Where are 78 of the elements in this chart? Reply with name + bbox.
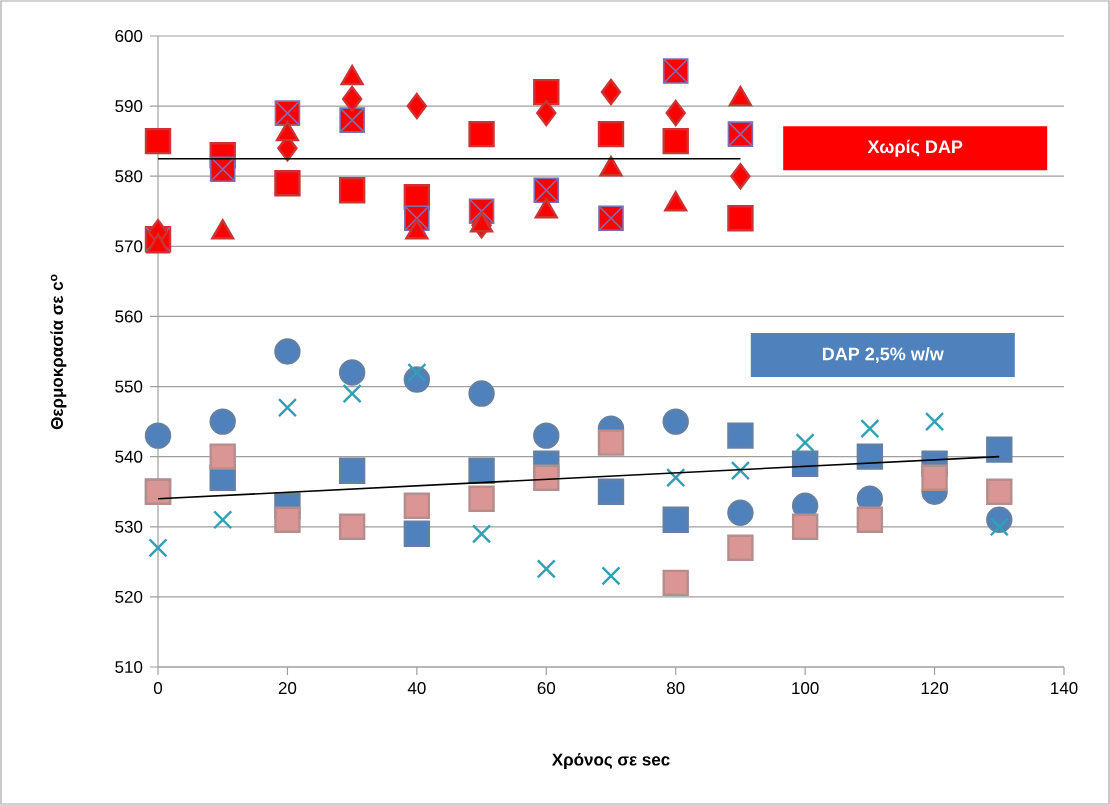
y-tick-label: 590 — [115, 100, 143, 113]
annotation: DAP 2,5% w/w — [822, 347, 944, 363]
point — [856, 443, 884, 470]
point — [727, 205, 754, 232]
point — [468, 485, 495, 512]
x-tick-label: 20 — [278, 682, 297, 695]
point — [342, 383, 362, 404]
x-axis-title: Χρόνος σε sec — [551, 752, 670, 769]
point — [213, 510, 233, 530]
point — [662, 569, 689, 597]
x-tick-label: 40 — [407, 682, 426, 695]
y-tick-label: 520 — [115, 590, 143, 603]
point — [791, 513, 819, 540]
point — [274, 506, 301, 533]
point — [468, 457, 495, 484]
x-tick-label: 80 — [667, 682, 685, 695]
point — [727, 422, 754, 449]
point — [468, 120, 495, 148]
point — [209, 443, 236, 470]
point — [791, 450, 819, 477]
point — [148, 538, 168, 558]
x-tick-label: 0 — [153, 682, 163, 695]
y-tick-label: 510 — [115, 661, 143, 674]
point — [277, 397, 298, 418]
x-tick-label: 140 — [1051, 682, 1078, 695]
point — [727, 499, 754, 526]
x-tick-label: 100 — [792, 682, 819, 695]
point — [597, 429, 625, 456]
point — [403, 520, 431, 547]
point — [468, 380, 495, 407]
point — [601, 566, 621, 586]
point — [730, 461, 751, 481]
point — [338, 457, 366, 484]
x-tick-label: 120 — [921, 682, 949, 695]
point — [662, 408, 689, 435]
point — [856, 506, 884, 533]
point — [662, 506, 689, 533]
point — [986, 436, 1013, 463]
point — [341, 85, 363, 113]
point — [597, 120, 625, 148]
point — [597, 478, 625, 505]
y-tick-label: 580 — [115, 170, 143, 183]
y-tick-label: 560 — [115, 310, 143, 323]
point — [144, 127, 172, 155]
point — [533, 78, 560, 106]
annotation: Χωρίς DAP — [867, 139, 963, 157]
y-tick-label: 600 — [115, 30, 143, 43]
point — [921, 464, 948, 491]
point — [536, 559, 556, 579]
point — [533, 464, 560, 491]
point — [924, 411, 945, 432]
x-tick-label: 60 — [537, 682, 556, 695]
point — [338, 359, 366, 386]
y-tick-label: 570 — [115, 240, 143, 253]
point — [403, 492, 431, 519]
point — [274, 170, 301, 197]
y-tick-label: 540 — [115, 450, 143, 463]
point — [666, 468, 686, 488]
y-tick-label: 550 — [115, 380, 143, 393]
point — [338, 513, 366, 540]
point — [860, 418, 880, 439]
point — [471, 524, 492, 544]
point — [406, 92, 428, 120]
point — [986, 478, 1013, 505]
point — [533, 422, 560, 449]
y-axis-title: Θερμοκρασία σε c$^{o}$ — [50, 274, 67, 430]
point — [730, 163, 751, 190]
point — [536, 99, 557, 127]
point — [274, 338, 301, 365]
point — [338, 177, 366, 204]
point — [144, 422, 172, 449]
point — [600, 78, 622, 106]
point — [662, 127, 689, 155]
y-tick-label: 530 — [115, 520, 143, 533]
point — [209, 408, 236, 435]
point — [795, 432, 815, 453]
point — [665, 99, 686, 127]
point — [727, 534, 754, 562]
